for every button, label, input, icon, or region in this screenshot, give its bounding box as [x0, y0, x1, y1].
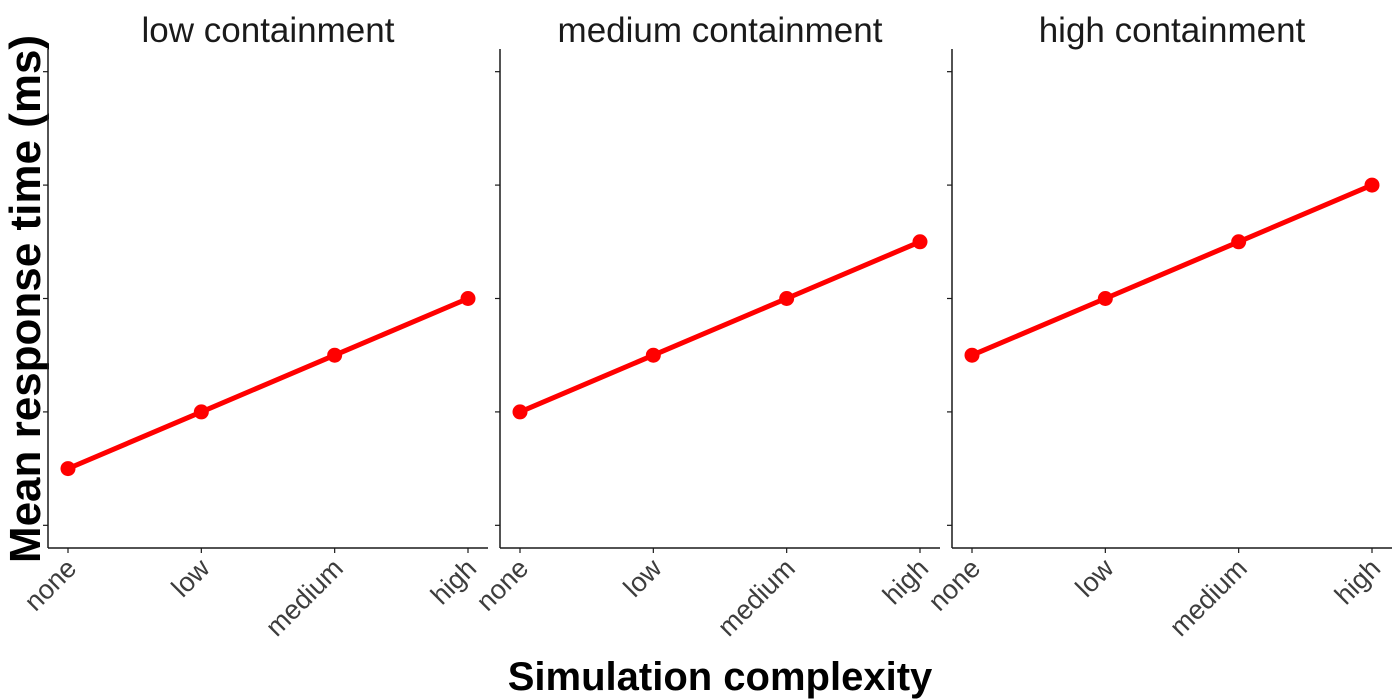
data-point	[512, 404, 528, 420]
x-tick-label: medium	[260, 553, 349, 642]
panel-3: high containment none low medium high	[923, 11, 1392, 642]
x-axis-title: Simulation complexity	[508, 655, 933, 699]
x-tick-label: low	[1070, 553, 1120, 603]
panel-title: low containment	[142, 11, 395, 50]
data-point	[327, 347, 343, 363]
data-point	[1231, 234, 1247, 250]
panel-title: medium containment	[558, 11, 883, 50]
data-point	[193, 404, 209, 420]
data-point	[1097, 291, 1113, 306]
x-tick-label: low	[166, 553, 216, 603]
series-line	[971, 182, 1373, 358]
y-axis-title: Mean response time (ms)	[1, 35, 50, 563]
data-point	[1364, 177, 1380, 193]
data-point	[912, 234, 928, 250]
x-tick-label: high	[877, 553, 934, 610]
data-point	[460, 291, 476, 306]
data-point	[964, 347, 980, 363]
data-point	[779, 291, 795, 306]
x-tick-label: medium	[1164, 553, 1253, 642]
x-tick-label: none	[923, 553, 987, 617]
panel-2: medium containment none low medium high	[471, 11, 940, 642]
series-line	[67, 296, 469, 471]
x-tick-label: none	[471, 553, 535, 617]
x-tick-label: low	[618, 553, 668, 603]
series-line	[519, 239, 921, 415]
panel-title: high containment	[1039, 11, 1306, 50]
x-tick-label: high	[425, 553, 482, 610]
x-tick-label: high	[1329, 553, 1386, 610]
x-tick-label: medium	[712, 553, 801, 642]
data-point	[645, 347, 661, 363]
data-point	[60, 461, 76, 477]
